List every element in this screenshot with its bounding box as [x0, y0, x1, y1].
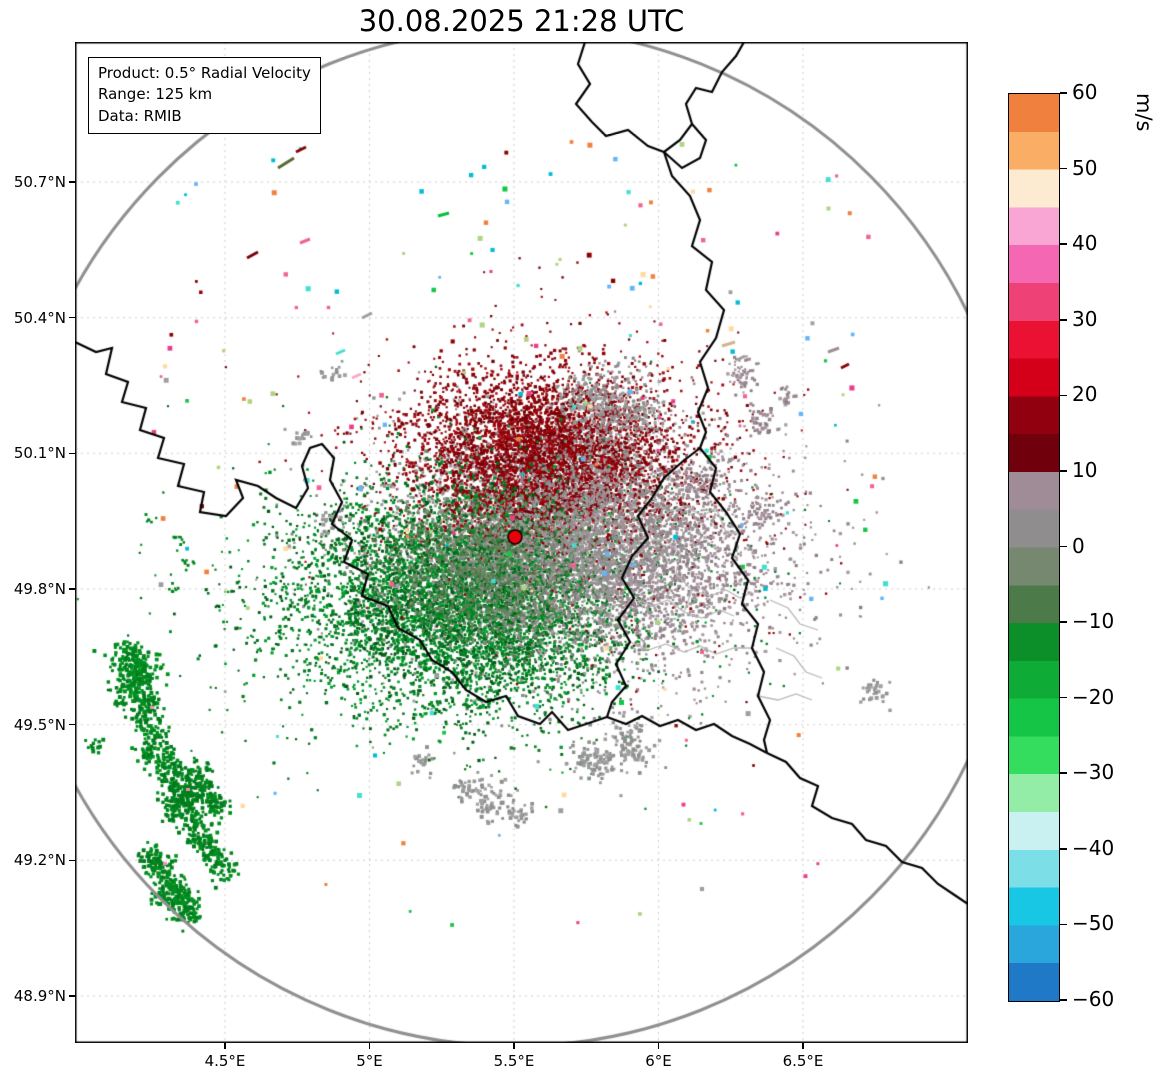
colorbar-tick-label: −10: [1072, 609, 1115, 634]
colorbar-tick-label: 40: [1072, 231, 1098, 256]
y-tick-label: 49.8°N: [13, 579, 66, 598]
y-tick-label: 50.7°N: [13, 173, 66, 191]
y-tick-label: 50.4°N: [13, 308, 66, 327]
colorbar-tick-mark: [1060, 772, 1067, 775]
colorbar-tick-mark: [1060, 167, 1067, 170]
colorbar-tick-label: 10: [1072, 457, 1098, 482]
product-info-source: Data: RMIB: [98, 106, 182, 125]
colorbar-tick-label: −50: [1072, 911, 1115, 936]
product-info-product: Product: 0.5° Radial Velocity: [98, 64, 311, 82]
colorbar-tick-mark: [1060, 999, 1067, 1001]
y-tick-mark: [69, 181, 75, 183]
colorbar-gradient: [1009, 94, 1059, 1001]
colorbar-tick-label: 0: [1072, 533, 1085, 558]
x-tick-mark: [368, 1043, 371, 1049]
colorbar-tick-mark: [1060, 696, 1067, 699]
y-tick-mark: [69, 995, 75, 997]
colorbar-tick-mark: [1060, 470, 1067, 472]
colorbar-tick-mark: [1060, 621, 1067, 623]
colorbar-tick-mark: [1060, 545, 1067, 548]
x-tick-label: 5°E: [356, 1052, 383, 1070]
x-tick-label: 6.5°E: [782, 1052, 824, 1070]
radar-canvas: [75, 42, 968, 1043]
y-tick-mark: [69, 452, 75, 454]
y-tick-label: 48.9°N: [13, 986, 66, 1005]
colorbar-tick-label: −40: [1072, 835, 1115, 860]
colorbar-tick-label: 50: [1072, 155, 1098, 180]
y-tick-mark: [69, 724, 75, 726]
colorbar-tick-mark: [1060, 92, 1067, 94]
y-tick-label: 50.1°N: [13, 444, 66, 463]
x-tick-mark: [802, 1043, 804, 1049]
figure-title: 30.08.2025 21:28 UTC: [358, 4, 685, 38]
map-plot-area: Product: 0.5° Radial Velocity Range: 125…: [75, 42, 968, 1043]
colorbar-tick-mark: [1060, 923, 1067, 926]
y-tick-label: 49.2°N: [13, 851, 66, 870]
y-tick-label: 49.5°N: [13, 715, 66, 734]
x-tick-label: 6°E: [645, 1052, 672, 1070]
colorbar-tick-label: −20: [1072, 684, 1115, 709]
product-info-range: Range: 125 km: [98, 85, 213, 104]
product-info-box: Product: 0.5° Radial Velocity Range: 125…: [88, 57, 321, 134]
colorbar-tick-mark: [1060, 243, 1067, 245]
colorbar-tick-mark: [1060, 394, 1067, 397]
x-tick-mark: [224, 1043, 226, 1049]
y-tick-mark: [69, 588, 75, 590]
colorbar-tick-label: −60: [1072, 987, 1115, 1011]
colorbar-tick-mark: [1060, 318, 1067, 321]
colorbar-tick-mark: [1060, 848, 1067, 850]
colorbar-unit-label: m/s: [1132, 93, 1156, 132]
x-tick-label: 5.5°E: [493, 1052, 535, 1070]
x-tick-mark: [657, 1043, 660, 1049]
colorbar-tick-label: 30: [1072, 306, 1098, 331]
x-tick-label: 4.5°E: [204, 1052, 246, 1070]
y-tick-mark: [69, 859, 75, 861]
colorbar-tick-label: −30: [1072, 760, 1115, 785]
x-tick-mark: [513, 1043, 515, 1049]
colorbar-tick-label: 20: [1072, 382, 1098, 407]
colorbar-tick-label: 60: [1072, 80, 1098, 104]
colorbar: [1008, 93, 1060, 1002]
y-tick-mark: [69, 317, 75, 319]
